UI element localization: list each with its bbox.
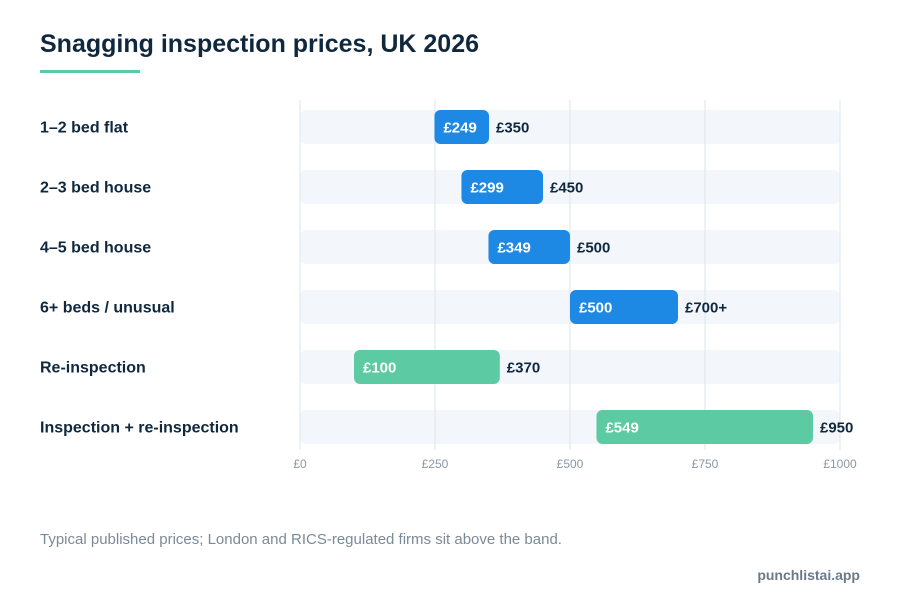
range-bar [488, 230, 570, 264]
high-value-label: £350 [496, 120, 529, 137]
x-tick-label: £500 [557, 457, 584, 471]
high-value-label: £700+ [685, 300, 727, 317]
low-value-label: £249 [443, 120, 476, 137]
brand-link[interactable]: punchlistai.app [757, 567, 860, 583]
x-tick-label: £0 [293, 457, 307, 471]
x-tick-label: £750 [692, 457, 719, 471]
low-value-label: £299 [470, 180, 503, 197]
high-value-label: £950 [820, 420, 853, 437]
category-label: 1–2 bed flat [40, 120, 129, 137]
x-tick-label: £1000 [823, 457, 857, 471]
range-bar [461, 170, 543, 204]
range-bar [434, 110, 489, 144]
chart-title: Snagging inspection prices, UK 2026 [40, 30, 480, 58]
footnote: Typical published prices; London and RIC… [40, 531, 562, 548]
range-bar [354, 350, 500, 384]
category-label: 6+ beds / unusual [40, 300, 175, 317]
high-value-label: £500 [577, 240, 610, 257]
category-label: 4–5 bed house [40, 240, 151, 257]
category-label: Re-inspection [40, 360, 146, 377]
low-value-label: £500 [579, 300, 612, 317]
title-underline [40, 70, 140, 73]
high-value-label: £450 [550, 180, 583, 197]
range-bar [596, 410, 813, 444]
low-value-label: £349 [497, 240, 530, 257]
x-tick-label: £250 [422, 457, 449, 471]
high-value-label: £370 [507, 360, 540, 377]
low-value-label: £100 [363, 360, 396, 377]
category-label: Inspection + re-inspection [40, 420, 239, 437]
category-label: 2–3 bed house [40, 180, 151, 197]
low-value-label: £549 [605, 420, 638, 437]
range-bar [570, 290, 678, 324]
